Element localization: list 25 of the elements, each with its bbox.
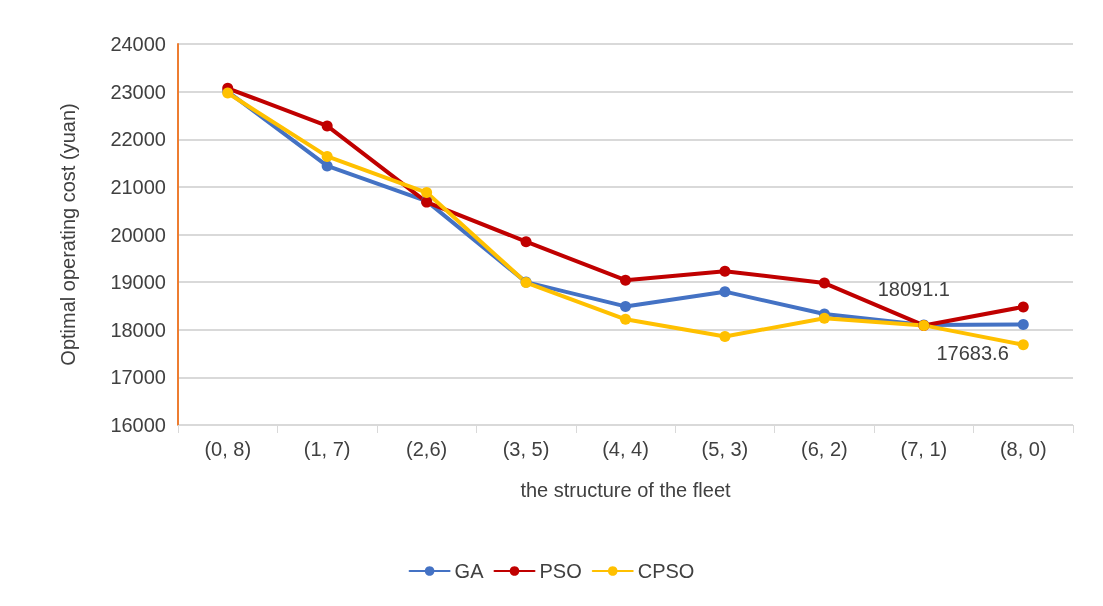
x-tick-label: (2,6) [406,438,448,460]
y-tick-label: 22000 [110,128,166,151]
legend-label: PSO [539,560,582,582]
y-tick-label: 16000 [110,414,166,436]
data-label: 17683.6 [936,341,1009,364]
legend-label: CPSO [637,560,695,582]
y-tick-label: 21000 [110,175,166,198]
x-tick-label: (7, 1) [900,438,948,460]
x-tick-label: (3, 5) [502,438,550,460]
y-axis-title: Optimal operating cost (yuan) [57,103,79,366]
legend-label: GA [454,560,485,582]
y-tick-label: 24000 [110,33,166,55]
x-tick-label: (5, 3) [701,438,749,460]
y-tick-label: 20000 [110,223,166,246]
y-tick-label: 23000 [110,80,166,103]
x-tick-label: (6, 2) [801,438,848,460]
data-label: 18091.1 [877,277,950,300]
y-tick-label: 17000 [110,366,166,389]
x-tick-label: (1, 7) [303,438,351,460]
y-tick-label: 18000 [110,318,166,341]
x-tick-label: (8, 0) [999,438,1047,460]
x-tick-label: (0, 8) [204,438,252,460]
x-tick-label: (4, 4) [602,438,649,460]
y-tick-label: 19000 [110,271,166,294]
x-axis-title: the structure of the fleet [520,479,731,501]
